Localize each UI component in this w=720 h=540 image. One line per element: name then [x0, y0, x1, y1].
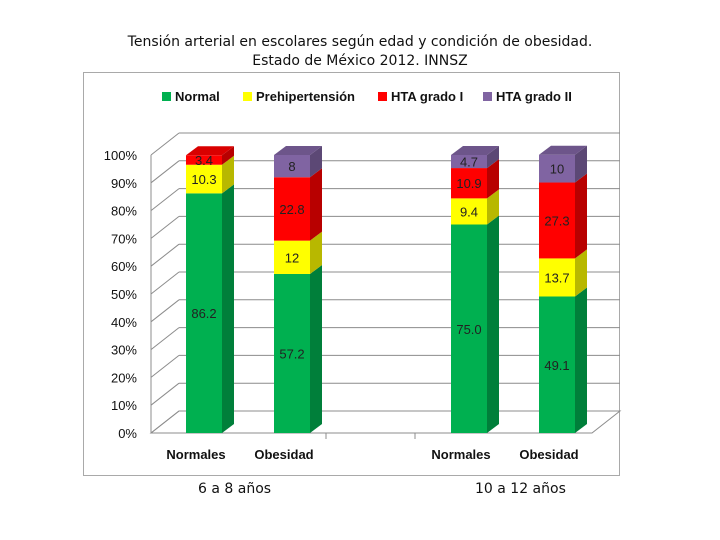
- chart-title-line-1: Tensión arterial en escolares según edad…: [127, 34, 593, 50]
- bar-top: [451, 146, 499, 155]
- x-category-label: Obesidad: [254, 447, 313, 462]
- legend-label: HTA grado II: [496, 89, 572, 104]
- data-label: 49.1: [544, 358, 569, 373]
- data-label: 10.9: [456, 176, 481, 191]
- data-label: 9.4: [460, 204, 478, 219]
- bar-segment: [274, 177, 310, 241]
- bar-segment: [186, 155, 222, 165]
- bar-segment: [451, 155, 487, 169]
- bar-side: [222, 184, 234, 433]
- bar-segment: [274, 155, 310, 178]
- y-tick-label: 70%: [111, 231, 137, 246]
- legend-swatch: [483, 92, 492, 101]
- data-label: 27.3: [544, 213, 569, 228]
- gridline-depth: [150, 216, 180, 239]
- bar-side: [575, 249, 587, 297]
- gridline-depth: [150, 188, 180, 211]
- legend-swatch: [162, 92, 171, 101]
- bar-side: [575, 287, 587, 433]
- gridline-depth: [150, 382, 180, 406]
- bar-side: [310, 231, 322, 274]
- bar-segment: [274, 240, 310, 274]
- gridline-depth: [150, 299, 180, 323]
- legend-label: Normal: [175, 89, 220, 104]
- gridline-depth: [150, 327, 180, 350]
- y-tick-label: 40%: [111, 315, 137, 330]
- bar-side: [222, 146, 234, 165]
- y-tick-label: 20%: [111, 370, 137, 385]
- y-tick-label: 100%: [104, 148, 138, 163]
- bar-side: [310, 264, 322, 433]
- bar-side: [487, 146, 499, 169]
- data-label: 86.2: [191, 306, 216, 321]
- data-label: 12: [285, 250, 299, 265]
- y-tick-label: 50%: [111, 287, 137, 302]
- x-category-label: Normales: [166, 447, 225, 462]
- legend-label: Prehipertensión: [256, 89, 355, 104]
- bar-segment: [451, 198, 487, 225]
- bar-top: [274, 146, 322, 155]
- data-label: 4.7: [460, 155, 478, 170]
- gridline-depth: [150, 243, 180, 267]
- y-tick-label: 60%: [111, 259, 137, 274]
- data-label: 13.7: [544, 270, 569, 285]
- gridline-depth: [150, 160, 180, 184]
- bar-side: [487, 159, 499, 199]
- y-tick-label: 30%: [111, 343, 137, 358]
- legend-swatch: [243, 92, 252, 101]
- bar-side: [487, 189, 499, 225]
- chart-frame: [83, 72, 620, 476]
- data-label: 75.0: [456, 322, 481, 337]
- data-label: 8: [288, 159, 295, 174]
- x-category-label: Obesidad: [519, 447, 578, 462]
- y-tick-label: 10%: [111, 398, 137, 413]
- bar-side: [487, 215, 499, 433]
- data-label: 22.8: [279, 202, 304, 217]
- data-label: 10.3: [191, 172, 216, 187]
- bar-segment: [539, 258, 575, 297]
- gridline-depth: [150, 271, 180, 295]
- bar-segment: [186, 193, 222, 433]
- group-label-6-8: 6 a 8 años: [198, 481, 272, 497]
- data-label: 10: [550, 162, 564, 177]
- y-tick-label: 80%: [111, 204, 137, 219]
- bar-side: [575, 173, 587, 259]
- legend-swatch: [378, 92, 387, 101]
- chart-title-line-2: Estado de México 2012. INNSZ: [252, 53, 468, 69]
- data-label: 57.2: [279, 346, 304, 361]
- bar-top: [186, 146, 234, 156]
- y-tick-label: 90%: [111, 176, 137, 191]
- y-tick-label: 0%: [118, 426, 137, 441]
- group-label-10-12: 10 a 12 años: [475, 481, 566, 497]
- bar-segment: [274, 273, 310, 433]
- bar-segment: [539, 296, 575, 433]
- bar-top: [539, 145, 587, 155]
- bar-segment: [539, 154, 575, 183]
- bar-side: [575, 145, 587, 183]
- bar-segment: [451, 224, 487, 433]
- data-label: 3.4: [195, 153, 213, 168]
- bar-side: [222, 155, 234, 194]
- bar-segment: [451, 168, 487, 199]
- bar-segment: [186, 164, 222, 194]
- bar-side: [310, 168, 322, 241]
- bar-side: [310, 146, 322, 178]
- legend-label: HTA grado I: [391, 89, 463, 104]
- x-category-label: Normales: [431, 447, 490, 462]
- bar-segment: [539, 182, 575, 259]
- gridline-depth: [150, 132, 180, 156]
- gridline-depth: [150, 355, 180, 378]
